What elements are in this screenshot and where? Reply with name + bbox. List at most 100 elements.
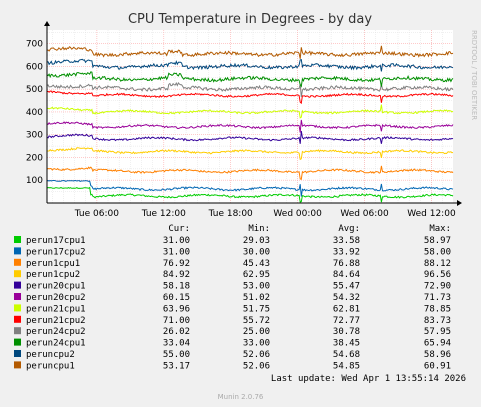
legend-value-min: 51.75 [243, 304, 270, 314]
series-line-peruncpu1 [46, 45, 454, 59]
legend-value-cur: 84.92 [163, 270, 190, 280]
legend-name: perun24cpu1 [26, 339, 86, 349]
legend-value-min: 51.02 [243, 293, 270, 303]
legend-value-avg: 54.32 [333, 293, 360, 303]
legend-name: perun20cpu1 [26, 282, 86, 292]
legend-value-cur: 26.02 [163, 327, 190, 337]
legend-value-cur: 53.17 [163, 361, 190, 371]
legend-value-max: 78.85 [424, 304, 451, 314]
series-line-perun21cpu2 [46, 90, 454, 105]
legend-value-avg: 76.88 [333, 259, 360, 269]
legend-header: Min: [248, 224, 270, 234]
legend-value-cur: 60.15 [163, 293, 190, 303]
legend-swatch [14, 247, 21, 255]
legend-name: perun24cpu2 [26, 327, 86, 337]
legend-swatch [14, 350, 21, 357]
legend-swatch [14, 258, 21, 266]
y-tick-label: 300 [26, 131, 43, 141]
legend-value-min: 62.95 [243, 270, 270, 280]
legend-value-max: 58.97 [424, 236, 451, 246]
legend-value-cur: 71.00 [163, 316, 190, 326]
series-line-perun24cpu2 [46, 81, 454, 98]
legend-name: peruncpu2 [26, 350, 75, 360]
legend-value-cur: 55.00 [163, 350, 190, 360]
legend-header: Avg: [338, 224, 360, 234]
legend-value-min: 29.03 [243, 236, 270, 246]
legend-name: perun21cpu2 [26, 316, 86, 326]
legend-value-cur: 63.96 [163, 304, 190, 314]
legend-value-avg: 62.81 [333, 304, 360, 314]
legend-swatch [14, 293, 21, 300]
legend-name: perun21cpu1 [26, 304, 86, 314]
y-tick-label: 100 [26, 176, 43, 186]
legend-value-avg: 33.92 [333, 247, 360, 257]
x-axis-arrow [457, 200, 462, 206]
legend-swatch [14, 270, 21, 278]
legend-value-max: 60.91 [424, 361, 451, 371]
legend-swatch [14, 361, 21, 369]
x-tick-label: Wed 00:00 [273, 209, 322, 219]
x-tick-label: Wed 12:00 [407, 209, 456, 219]
series-line-perun1cpu1 [46, 165, 454, 180]
legend-name: perun20cpu2 [26, 293, 86, 303]
series-line-perun21cpu1 [46, 104, 454, 119]
legend-value-cur: 76.92 [163, 259, 190, 269]
legend-value-avg: 54.85 [333, 361, 360, 371]
x-tick-label: Wed 06:00 [340, 209, 389, 219]
series-line-perun1cpu2 [47, 147, 454, 161]
legend-value-max: 72.90 [424, 282, 451, 292]
legend-value-max: 88.12 [424, 259, 451, 269]
legend-name: perun1cpu1 [26, 259, 80, 269]
legend-value-avg: 55.47 [333, 282, 360, 292]
y-axis-arrow [44, 21, 50, 26]
series-line-perun17cpu1 [46, 186, 454, 203]
legend-value-avg: 72.77 [333, 316, 360, 326]
y-tick-label: 600 [26, 62, 43, 72]
plot-area [47, 30, 453, 203]
legend-value-min: 52.06 [243, 361, 270, 371]
legend-value-min: 52.06 [243, 350, 270, 360]
legend-value-min: 53.00 [243, 282, 270, 292]
legend-value-max: 71.73 [424, 293, 451, 303]
series-line-perun20cpu2 [46, 119, 454, 133]
legend-value-min: 25.00 [243, 327, 270, 337]
legend-header: Cur: [168, 224, 190, 234]
legend-value-cur: 31.00 [163, 236, 190, 246]
legend-value-min: 30.00 [243, 247, 270, 257]
legend-value-avg: 84.64 [333, 270, 360, 280]
series-line-perun20cpu1 [46, 130, 454, 144]
y-tick-label: 700 [26, 40, 43, 50]
x-tick-label: Tue 18:00 [208, 209, 253, 219]
legend-value-max: 96.56 [424, 270, 451, 280]
legend-value-max: 83.73 [424, 316, 451, 326]
series-line-peruncpu2 [46, 58, 454, 72]
legend-name: perun17cpu2 [26, 247, 86, 257]
legend-swatch [14, 304, 21, 312]
legend-swatch [14, 236, 21, 243]
legend-header: Max: [429, 224, 451, 234]
legend-value-min: 55.72 [243, 316, 270, 326]
legend-value-cur: 31.00 [163, 247, 190, 257]
rrdtool-credit: RRDTOOL / TOBI OETIKER [470, 30, 478, 120]
legend-value-min: 33.00 [243, 339, 270, 349]
legend-value-avg: 54.68 [333, 350, 360, 360]
munin-version: Munin 2.0.76 [218, 393, 264, 401]
legend-name: perun1cpu2 [26, 270, 80, 280]
y-tick-label: 200 [26, 153, 43, 163]
x-tick-label: Tue 12:00 [141, 209, 186, 219]
legend-value-cur: 58.18 [163, 282, 190, 292]
legend-value-avg: 30.78 [333, 327, 360, 337]
legend-swatch [14, 281, 21, 289]
x-tick-label: Tue 06:00 [74, 209, 119, 219]
series-line-perun24cpu1 [46, 71, 454, 88]
chart-title: CPU Temperature in Degrees - by day [128, 12, 372, 27]
series-line-perun17cpu2 [46, 179, 454, 197]
legend-value-max: 65.94 [424, 339, 451, 349]
legend-swatch [14, 338, 21, 346]
legend-value-cur: 33.04 [163, 339, 190, 349]
legend-name: perun17cpu1 [26, 236, 86, 246]
legend-value-max: 57.95 [424, 327, 451, 337]
legend-value-avg: 33.58 [333, 236, 360, 246]
